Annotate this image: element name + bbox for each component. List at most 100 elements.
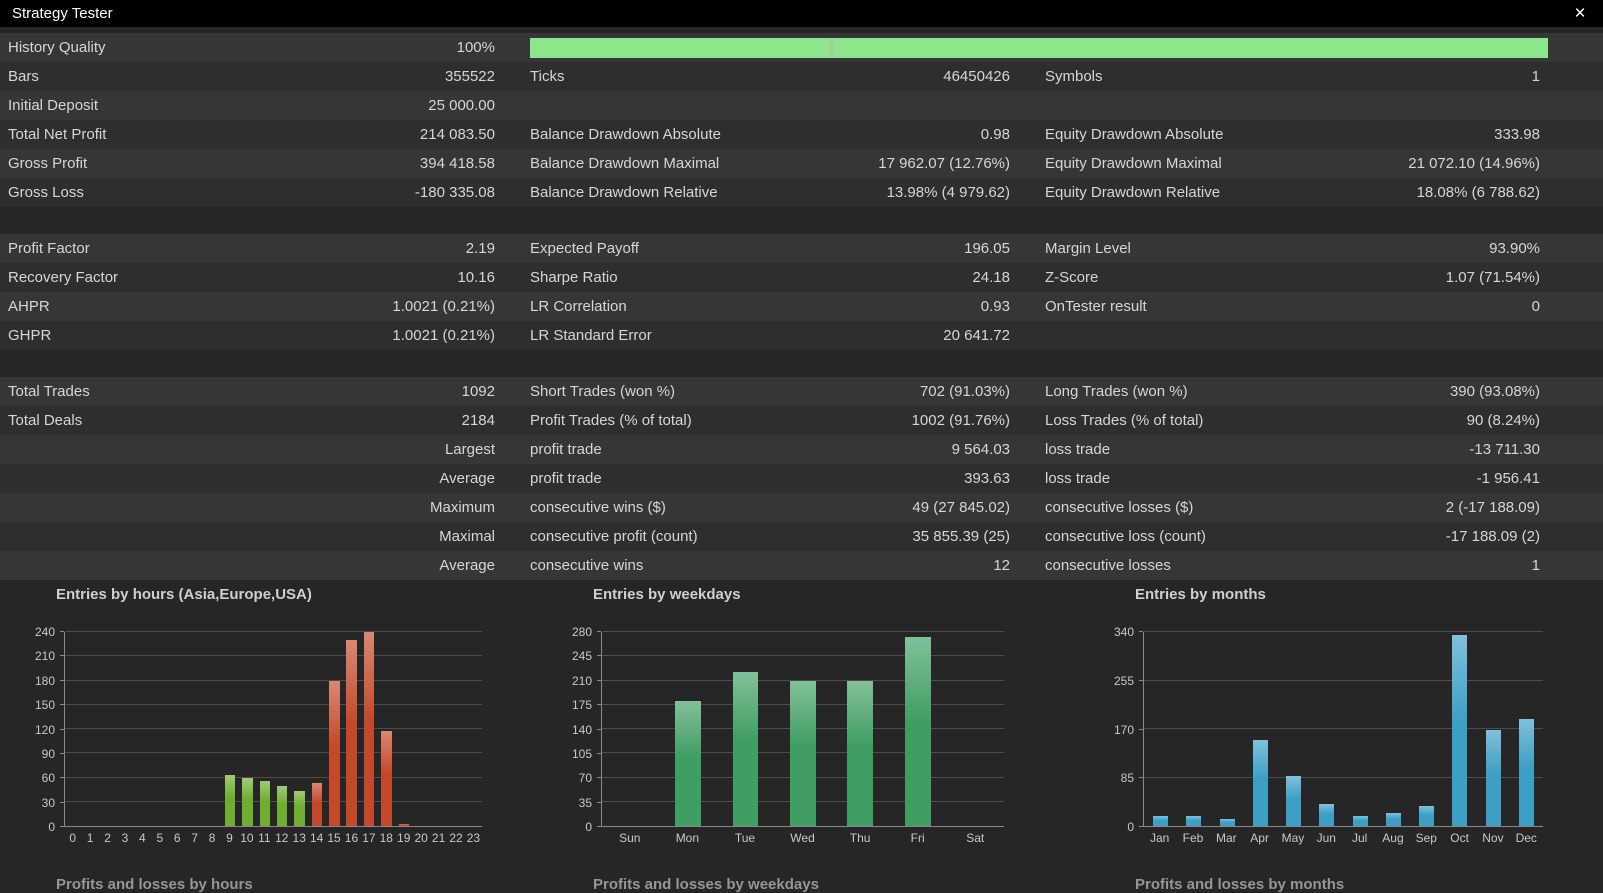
stat-value: 9 564.03 (951, 441, 1010, 458)
bar-slot (1310, 632, 1343, 826)
y-tick-label: 245 (571, 649, 592, 664)
stat-row: Total Net Profit 214 083.50 Balance Drawdo… (0, 120, 1603, 149)
x-tick-label: Mon (675, 831, 700, 845)
bar-slot (360, 632, 377, 826)
x-tick-label: 16 (344, 831, 359, 845)
stat-value: 1092 (461, 383, 495, 400)
close-icon[interactable]: × (1574, 3, 1586, 24)
y-tick-label: 0 (1127, 820, 1134, 834)
gridline (65, 679, 482, 681)
bar (1252, 740, 1268, 826)
x-tick-label: Wed (790, 831, 815, 845)
stat-value: 2.19 (465, 240, 495, 257)
stat-value: 93.90% (1489, 240, 1540, 257)
y-axis: 0 85 170 255 340 (1109, 625, 1143, 834)
bar-slot (117, 632, 134, 826)
y-tick-mark (597, 801, 601, 803)
y-tick-mark (60, 655, 64, 657)
bar-slot (1244, 632, 1277, 826)
x-tick-label: 12 (275, 831, 289, 845)
bar-slot (308, 632, 325, 826)
y-tick-label: 280 (571, 625, 592, 639)
y-tick-label: 170 (1113, 722, 1134, 737)
bar-slot (1144, 632, 1177, 826)
stat-row: History Quality 100% (0, 33, 1603, 62)
y-tick-mark (597, 752, 601, 754)
bar-slot (152, 632, 169, 826)
gridline (1144, 679, 1543, 681)
bar-slot (204, 632, 221, 826)
x-tick-label: 13 (292, 831, 306, 845)
bar-slot (100, 632, 117, 826)
stat-row: Maximum consecutive wins ($) 49 (27 845.02… (0, 493, 1603, 522)
stat-label: consecutive wins ($) (530, 499, 666, 516)
progress-segment-divider (830, 37, 834, 58)
y-tick-label: 340 (1113, 625, 1134, 639)
stat-label: LR Correlation (530, 298, 627, 315)
stat-label: Expected Payoff (530, 240, 639, 257)
stat-value: 21 072.10 (14.96%) (1408, 155, 1540, 172)
chart-title: Entries by weekdays (593, 586, 741, 603)
bar-slot (1410, 632, 1443, 826)
x-tick-label: 6 (173, 831, 181, 845)
x-tick-label: 21 (431, 831, 446, 845)
stat-label: consecutive losses (1045, 557, 1171, 574)
stat-value: 35 855.39 (25) (912, 528, 1010, 545)
x-tick-label: 22 (449, 831, 463, 845)
y-tick-mark (60, 679, 64, 681)
y-tick-mark (60, 704, 64, 706)
x-tick-label: Fri (910, 831, 925, 845)
y-tick-mark (1139, 679, 1143, 681)
gridline (1144, 728, 1543, 729)
x-tick-label: 5 (156, 831, 164, 845)
bar-slot (1443, 632, 1476, 826)
bar (790, 681, 816, 826)
y-tick-mark (597, 728, 601, 730)
bar-slot (1344, 632, 1377, 826)
y-tick-label: 35 (578, 795, 592, 810)
bar-slot (1377, 632, 1410, 826)
stat-label: loss trade (1045, 470, 1111, 487)
y-tick-label: 120 (34, 722, 55, 737)
bar (346, 640, 357, 826)
stat-row: Profit Factor 2.19 Expected Payoff 196.05 Ma… (0, 234, 1603, 263)
stat-value: 394 418.58 (419, 155, 495, 172)
y-tick-label: 150 (34, 698, 55, 713)
y-tick-label: 210 (571, 673, 592, 688)
y-tick-label: 180 (34, 673, 55, 688)
bar-slot (659, 632, 716, 826)
stat-label: consecutive wins (530, 557, 644, 574)
plot (1143, 631, 1543, 827)
bar-slot (889, 632, 946, 826)
stat-row: Total Trades 1092 Short Trades (won %) 702 … (0, 377, 1603, 406)
x-tick-label: 18 (379, 831, 393, 845)
stat-row: Gross Profit 394 418.58 Balance Drawdown M… (0, 149, 1603, 178)
stat-label: Total Deals (8, 412, 83, 429)
bar-slot (1277, 632, 1310, 826)
x-tick-label: Tue (734, 831, 756, 845)
x-tick-label: 0 (69, 831, 77, 845)
y-tick-label: 0 (48, 820, 55, 834)
y-axis: 0 35 70 105 140 175 210 245 280 (567, 625, 601, 834)
stat-value: 90 (8.24%) (1466, 412, 1540, 429)
bar-slot (1510, 632, 1543, 826)
stat-value: 2184 (461, 412, 495, 429)
stat-label: Margin Level (1045, 240, 1131, 257)
bar (363, 632, 375, 826)
y-tick-label: 240 (34, 625, 55, 639)
y-tick-label: 30 (41, 795, 55, 810)
stat-value: 49 (27 845.02) (912, 499, 1010, 516)
stat-label: Total Trades (8, 383, 90, 400)
bar-slot (1477, 632, 1510, 826)
stat-label: OnTester result (1045, 298, 1147, 315)
stat-label: Bars (8, 68, 39, 85)
stat-row: Maximal consecutive profit (count) 35 855.… (0, 522, 1603, 551)
stat-label: loss trade (1045, 441, 1111, 458)
gridline (1144, 776, 1543, 778)
chart-entries-by-months: Entries by months 0 85 170 255 340 Jan Feb Mar Ap… (1109, 580, 1543, 845)
stat-value: 1002 (91.76%) (911, 412, 1010, 429)
stat-value: 1.0021 (0.21%) (392, 327, 495, 344)
x-tick-label: 23 (466, 831, 481, 845)
x-tick-label: Jan (1149, 831, 1170, 845)
bar-slot (82, 632, 99, 826)
